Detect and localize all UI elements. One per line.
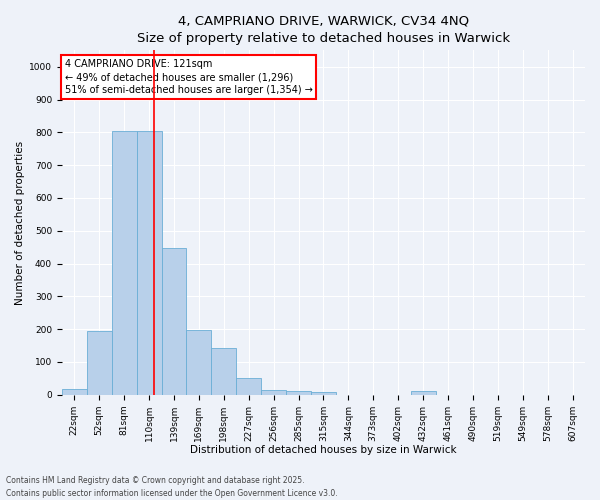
Bar <box>137 130 161 394</box>
Bar <box>286 392 311 394</box>
Bar <box>161 248 187 394</box>
Bar <box>87 332 112 394</box>
Bar <box>187 330 211 394</box>
Text: 4 CAMPRIANO DRIVE: 121sqm
← 49% of detached houses are smaller (1,296)
51% of se: 4 CAMPRIANO DRIVE: 121sqm ← 49% of detac… <box>65 59 313 96</box>
Bar <box>62 389 87 394</box>
Bar <box>236 378 261 394</box>
Y-axis label: Number of detached properties: Number of detached properties <box>15 140 25 304</box>
Bar <box>211 348 236 395</box>
Title: 4, CAMPRIANO DRIVE, WARWICK, CV34 4NQ
Size of property relative to detached hous: 4, CAMPRIANO DRIVE, WARWICK, CV34 4NQ Si… <box>137 15 510 45</box>
Text: Contains HM Land Registry data © Crown copyright and database right 2025.
Contai: Contains HM Land Registry data © Crown c… <box>6 476 338 498</box>
Bar <box>261 390 286 394</box>
Bar <box>112 130 137 394</box>
Bar <box>311 392 336 394</box>
X-axis label: Distribution of detached houses by size in Warwick: Distribution of detached houses by size … <box>190 445 457 455</box>
Bar <box>410 392 436 394</box>
